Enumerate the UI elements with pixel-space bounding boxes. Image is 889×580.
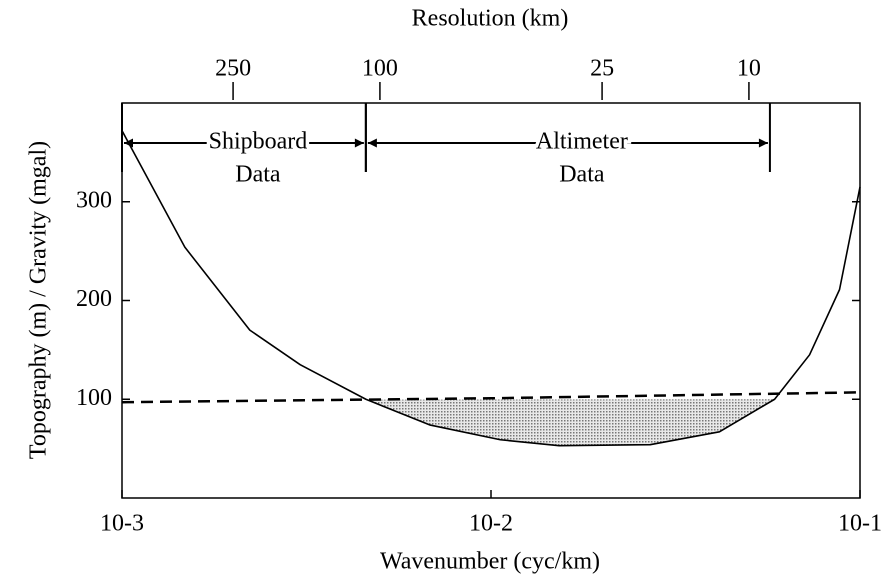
y-axis-label: Topography (m) / Gravity (mgal) — [26, 141, 52, 459]
x-tick-label: 10-1 — [838, 511, 882, 537]
y-tick-label: 200 — [76, 286, 112, 312]
x-tick-label: 10-2 — [469, 511, 513, 537]
x2-tick-label: 250 — [215, 56, 251, 82]
y-tick-label: 100 — [76, 385, 112, 411]
y-tick-label: 300 — [76, 187, 112, 213]
shaded-region — [365, 399, 775, 446]
x2-tick-label: 25 — [590, 56, 614, 82]
solid-line — [121, 130, 861, 447]
x-tick-label: 10-3 — [100, 511, 144, 537]
x2-tick-label: 100 — [362, 56, 398, 82]
x-axis-label: Wavenumber (cyc/km) — [380, 549, 600, 575]
x2-tick-label: 10 — [737, 56, 761, 82]
region-label: Data — [235, 162, 281, 188]
region-label: Shipboard — [209, 129, 308, 155]
region-label: Altimeter — [536, 129, 628, 155]
plot-frame — [121, 102, 861, 499]
x2-axis-label: Resolution (km) — [412, 6, 569, 32]
region-label: Data — [559, 162, 605, 188]
dashed-line — [121, 391, 861, 404]
